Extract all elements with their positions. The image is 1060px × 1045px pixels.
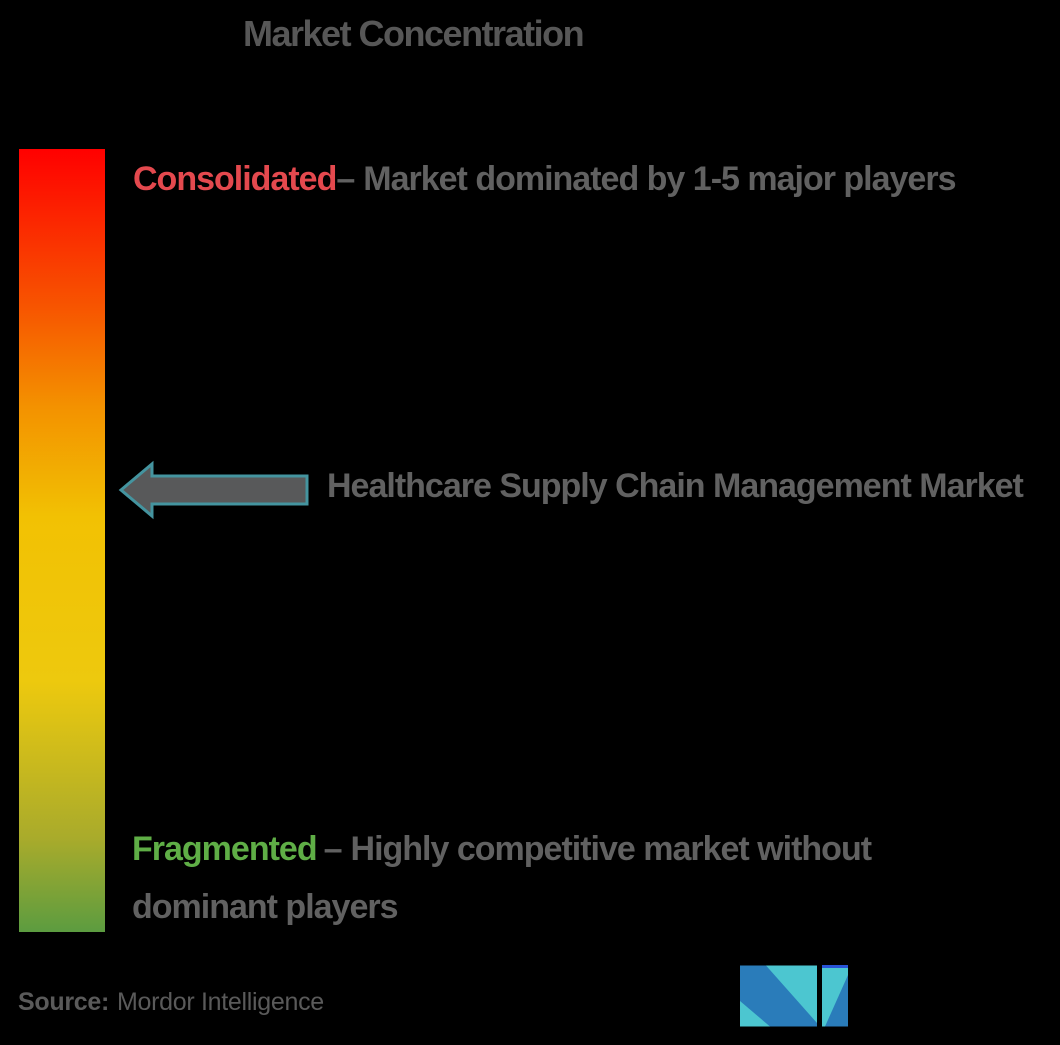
concentration-gradient-scale <box>19 149 105 932</box>
logo-m-diagonal <box>740 965 817 1027</box>
fragmented-definition: Fragmented – Highly competitive market wit… <box>132 820 932 936</box>
logo-i-diagonal <box>825 975 848 1027</box>
logo-i-topline <box>822 965 848 968</box>
chart-title: Market Concentration <box>243 13 585 54</box>
fragmented-description: Highly competitive market without domina… <box>132 830 872 926</box>
consolidated-dash: – <box>336 160 355 198</box>
source-prefix: Source: <box>18 988 109 1016</box>
source-line: Source: Mordor Intelligence <box>18 990 324 1015</box>
source-name: Mordor Intelligence <box>116 988 324 1016</box>
consolidated-label: Consolidated <box>133 160 337 198</box>
pointed-market-label: Healthcare Supply Chain Management Marke… <box>327 467 1024 505</box>
consolidated-description: Market dominated by 1-5 major players <box>363 160 956 198</box>
fragmented-dash: – <box>323 830 343 868</box>
left-arrow-shape <box>118 460 309 520</box>
fragmented-label: Fragmented <box>132 830 318 868</box>
consolidated-definition: Consolidated– Market dominated by 1-5 maj… <box>133 160 956 198</box>
mordor-intelligence-logo <box>740 965 848 1027</box>
left-arrow-icon <box>118 460 309 520</box>
